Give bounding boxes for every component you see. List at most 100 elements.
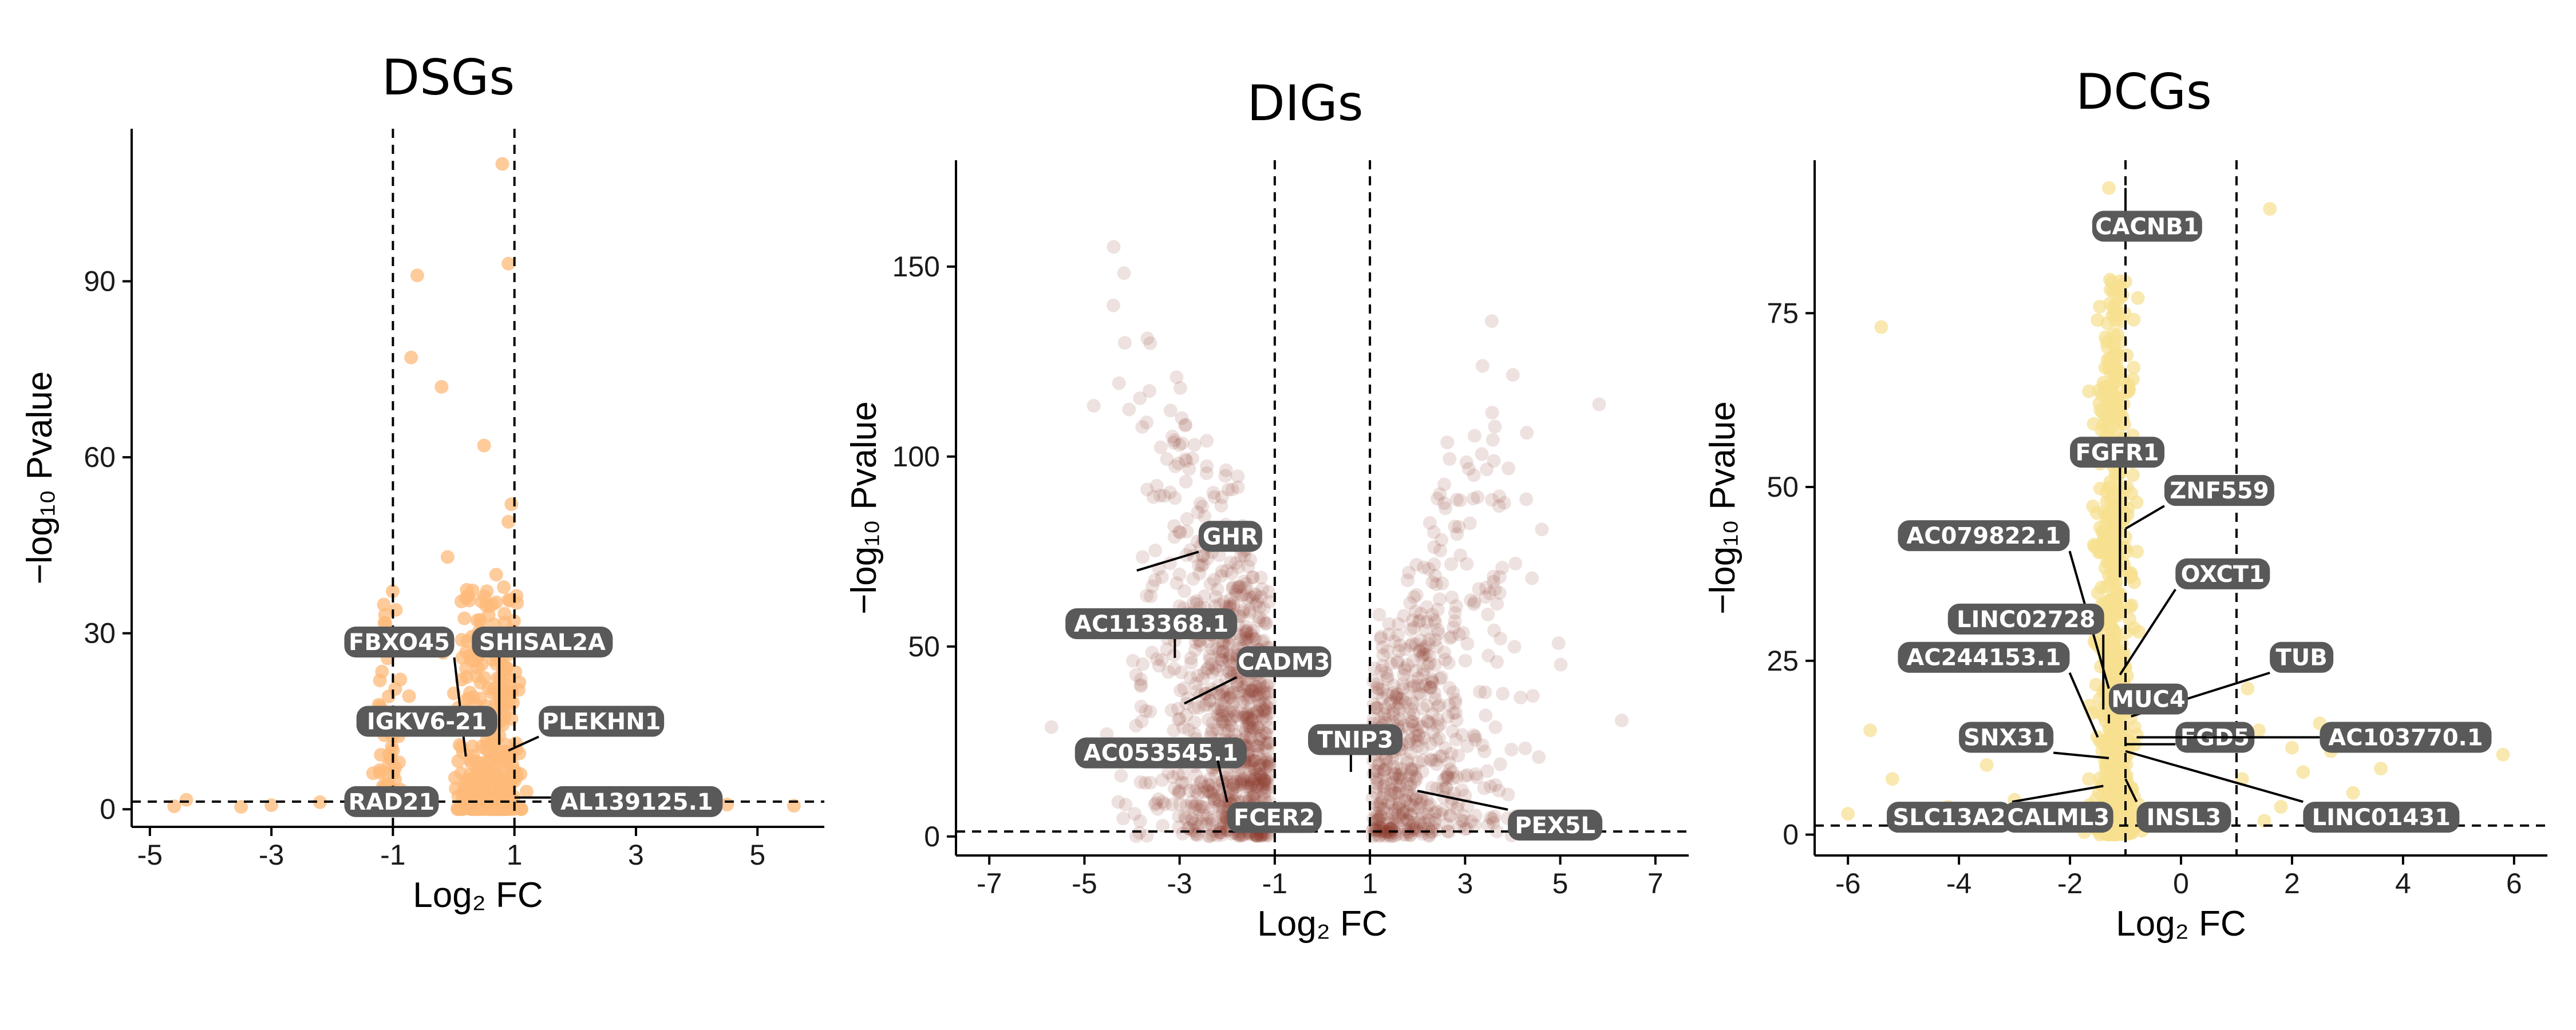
data-point [1225,482,1239,497]
data-point [501,770,515,785]
y-axis-title: −log₁₀ Pvalue [844,401,884,614]
data-point [1215,684,1230,699]
data-point [1405,674,1419,688]
data-point [1390,772,1404,786]
data-point [1178,810,1192,824]
gene-label: GHR [1203,524,1258,550]
data-point [480,584,494,599]
data-point [1119,798,1133,812]
data-point [1143,384,1156,398]
data-point [1140,331,1155,346]
data-point [1232,580,1246,594]
data-point [1403,807,1417,821]
data-point [1261,781,1275,795]
data-point [1187,701,1202,715]
data-point [1229,587,1243,601]
data-point [1393,638,1407,652]
data-point [1456,809,1471,823]
data-point [1411,679,1425,693]
data-point [1404,694,1419,708]
data-point [1149,796,1163,810]
data-point [1378,776,1393,790]
data-point [1239,627,1253,641]
data-point [1257,697,1271,711]
y-tick-label: 100 [892,441,940,473]
data-point [1260,771,1274,786]
data-point [1439,782,1453,795]
data-point [1863,723,1877,738]
data-point [1226,686,1240,700]
data-point [1112,376,1126,390]
data-point [1402,779,1417,794]
data-point [1429,757,1444,771]
data-point [1252,720,1266,735]
data-point [2120,480,2134,494]
panel-dcgs: DCGs -6 -4 -2 0 2 4 6 0 25 50 75 Log₂ FC −log₁₀ Pvalu… [1703,64,2547,944]
data-point [1203,577,1218,591]
data-point [1207,573,1221,587]
data-point [1389,760,1404,775]
data-point [1205,723,1219,737]
data-point [1247,632,1261,646]
data-point [1388,803,1402,817]
data-point [1435,533,1448,547]
data-point [2120,508,2135,522]
data-point [1240,712,1254,726]
data-point [1179,776,1192,790]
data-point [1370,798,1385,812]
data-point [1236,773,1250,787]
data-point [1249,739,1263,753]
data-point [1223,690,1237,704]
data-point [1382,795,1396,809]
y-axis-title: −log₁₀ Pvalue [1703,401,1743,614]
data-point [1189,768,1203,782]
label-leader-line [508,735,539,752]
data-point [1227,706,1241,720]
data-point [1153,489,1167,502]
data-point [1421,806,1435,821]
data-point [1483,779,1498,794]
data-point [1234,629,1248,643]
data-point [1525,571,1539,585]
gene-label: AC113368.1 [1074,611,1228,637]
data-point [1490,655,1504,669]
data-point [480,734,493,748]
data-point [2106,506,2120,520]
data-point [1259,713,1273,727]
data-point [1259,709,1273,723]
data-point [1374,802,1388,815]
data-point [1244,712,1259,727]
data-point [1252,611,1266,625]
x-tick-label: 5 [749,839,765,871]
data-point [1406,653,1421,668]
gene-label-box [344,786,439,817]
data-point [1188,643,1202,657]
data-point [1197,665,1211,680]
data-point [1408,604,1423,619]
data-point [1243,684,1257,698]
data-point [1160,452,1174,466]
x-tick-label: 6 [2506,867,2522,900]
data-point [1376,691,1390,706]
data-point [1421,659,1435,673]
data-point [1239,708,1253,723]
data-point [1216,637,1230,651]
data-point [1231,560,1246,575]
data-point [1452,520,1466,534]
x-tick-label: 7 [1647,867,1664,900]
gene-label: LINC01431 [2312,805,2451,831]
data-point [1390,691,1404,705]
data-point [1245,629,1259,643]
data-point [1200,434,1214,448]
data-point [1467,468,1481,482]
data-point [1379,758,1393,772]
data-point [1416,741,1430,755]
data-point [1175,775,1189,790]
data-point [1448,520,1462,534]
data-point [1400,573,1415,588]
data-point [1514,690,1528,704]
data-point [1212,597,1227,612]
data-point [1133,775,1148,789]
data-point [1211,708,1225,723]
data-point [1179,799,1194,813]
